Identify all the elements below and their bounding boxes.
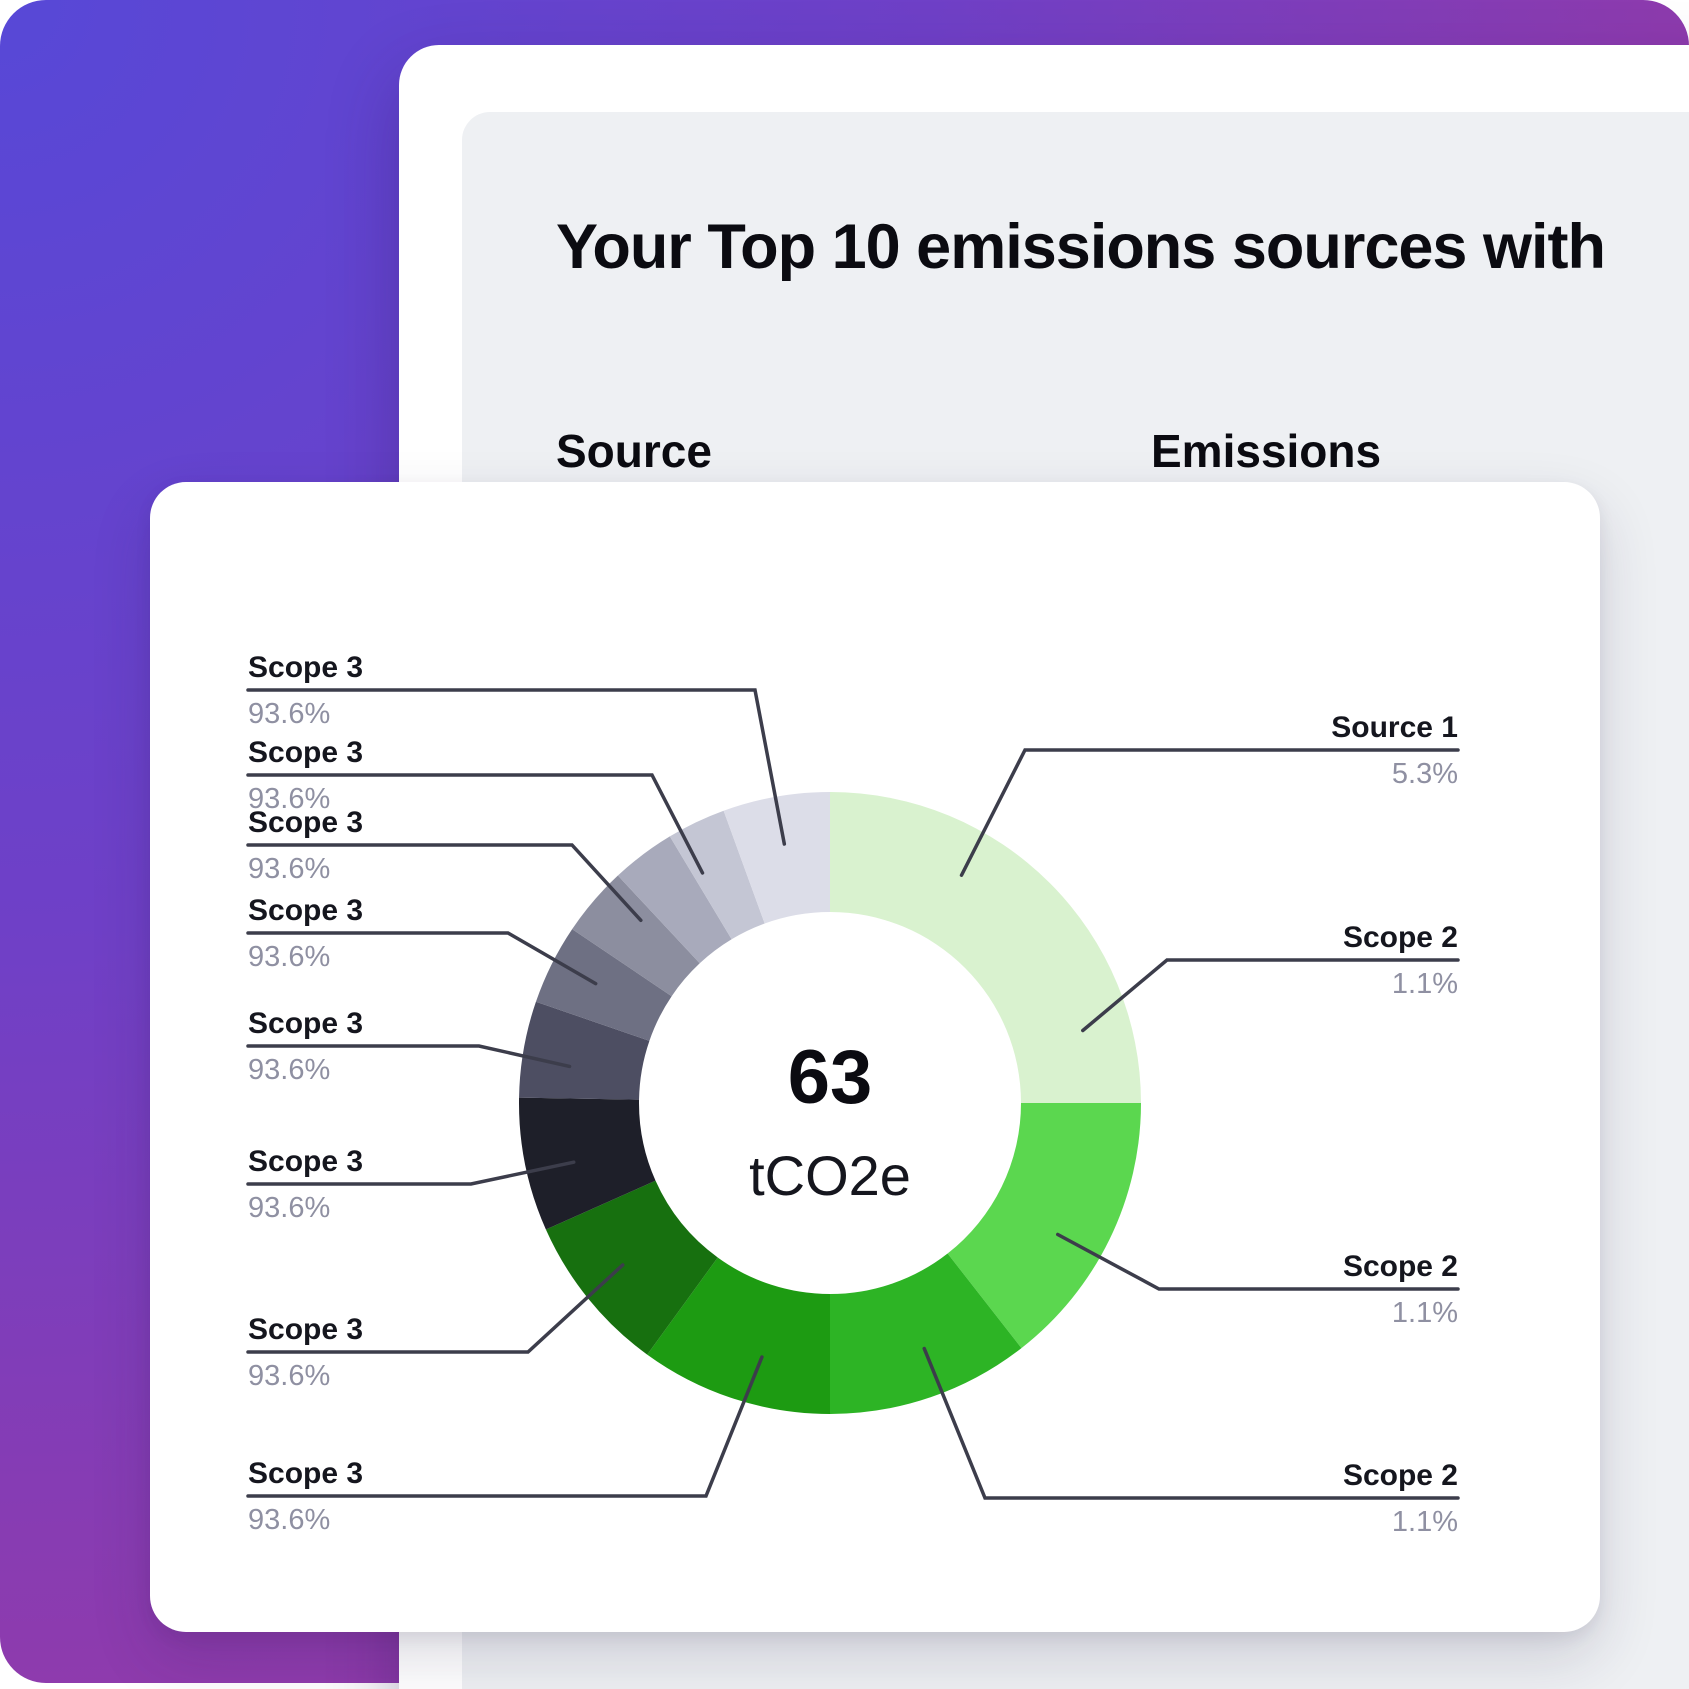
callout-source-name: Scope 3 [248, 1145, 364, 1178]
callout-label-3: Scope 2 1.1% [1128, 1461, 1458, 1537]
callout-label-11: Scope 3 93.6% [248, 1459, 578, 1535]
callout-label-0: Source 1 5.3% [1128, 713, 1458, 789]
callout-percentage: 93.6% [248, 1054, 331, 1086]
callout-percentage: 93.6% [248, 941, 331, 973]
donut-center-text: 63 tCO2e [630, 1040, 1030, 1204]
callout-source-name: Scope 3 [248, 894, 364, 927]
table-header-source: Source [556, 425, 712, 477]
callout-source-name: Scope 3 [248, 651, 364, 684]
table-header-emissions: Emissions [1151, 425, 1382, 477]
donut-segment-6[interactable] [519, 1001, 650, 1100]
callout-source-name: Scope 3 [248, 1313, 364, 1346]
callout-source-name: Source 1 [1331, 711, 1458, 744]
callout-percentage: 1.1% [1391, 1297, 1458, 1329]
callout-label-8: Scope 3 93.6% [248, 1009, 578, 1085]
callout-source-name: Scope 2 [1342, 1250, 1458, 1283]
callout-label-6: Scope 3 93.6% [248, 808, 578, 884]
callout-label-9: Scope 3 93.6% [248, 1147, 578, 1223]
callout-percentage: 93.6% [248, 1360, 331, 1392]
callout-label-1: Scope 2 1.1% [1128, 923, 1458, 999]
total-emissions-value: 63 [787, 1035, 873, 1120]
callout-percentage: 93.6% [248, 783, 331, 815]
total-emissions-unit: tCO2e [749, 1144, 911, 1207]
callout-source-name: Scope 3 [248, 1007, 364, 1040]
page-title: Your Top 10 emissions sources with [556, 212, 1606, 282]
callout-label-7: Scope 3 93.6% [248, 896, 578, 972]
callout-percentage: 1.1% [1391, 968, 1458, 1000]
callout-source-name: Scope 2 [1342, 921, 1458, 954]
callout-percentage: 93.6% [248, 1504, 331, 1536]
donut-segment-0[interactable] [830, 792, 1141, 1103]
callout-percentage: 1.1% [1391, 1506, 1458, 1538]
callout-source-name: Scope 3 [248, 1457, 364, 1490]
callout-source-name: Scope 2 [1342, 1459, 1458, 1492]
callout-label-5: Scope 3 93.6% [248, 738, 578, 814]
callout-source-name: Scope 3 [248, 736, 364, 769]
callout-label-4: Scope 3 93.6% [248, 653, 578, 729]
callout-percentage: 5.3% [1391, 758, 1458, 790]
callout-label-2: Scope 2 1.1% [1128, 1252, 1458, 1328]
donut-segment-5[interactable] [519, 1097, 656, 1230]
callout-percentage: 93.6% [248, 698, 331, 730]
donut-segment-1[interactable] [947, 1103, 1141, 1349]
callout-source-name: Scope 3 [248, 806, 364, 839]
callout-label-10: Scope 3 93.6% [248, 1315, 578, 1391]
callout-percentage: 93.6% [248, 1192, 331, 1224]
callout-percentage: 93.6% [248, 853, 331, 885]
donut-segment-4[interactable] [545, 1180, 718, 1355]
